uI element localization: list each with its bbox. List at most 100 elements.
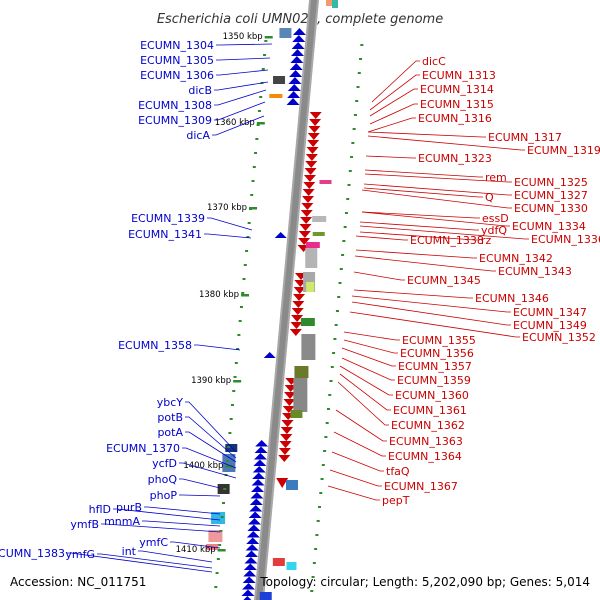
gene-label-ecumn-1363[interactable]: ECUMN_1363 xyxy=(389,435,463,448)
gene-label-ecumn-1325[interactable]: ECUMN_1325 xyxy=(514,176,588,189)
scale-tick-left xyxy=(254,152,258,154)
gene-label-ecumn-1343[interactable]: ECUMN_1343 xyxy=(498,265,572,278)
gene-label-dicc[interactable]: dicC xyxy=(422,55,446,68)
connector-ecumn-1383 xyxy=(67,552,213,573)
gene-label-ecumn-1355[interactable]: ECUMN_1355 xyxy=(402,334,476,347)
gene-label-ecumn-1306[interactable]: ECUMN_1306 xyxy=(140,69,214,82)
gene-label-essd[interactable]: essD xyxy=(482,212,509,225)
connector-ecumn-1313 xyxy=(369,74,420,111)
gene-label-ymfb[interactable]: ymfB xyxy=(70,518,99,531)
reverse-gene-marker xyxy=(300,210,313,217)
gene-label-phoq[interactable]: phoQ xyxy=(148,473,178,486)
gene-label-ecumn-1357[interactable]: ECUMN_1357 xyxy=(398,360,472,373)
forward-gene-marker xyxy=(286,98,300,105)
forward-gene-marker xyxy=(253,453,267,460)
scale-label: 1410 kbp xyxy=(176,545,216,555)
connector-ecumn-1339 xyxy=(207,217,253,231)
gene-label-potb[interactable]: potB xyxy=(157,411,183,424)
scale-tick-left xyxy=(228,432,232,434)
gene-label-ecumn-1352[interactable]: ECUMN_1352 xyxy=(522,331,596,344)
reverse-gene-marker xyxy=(309,119,322,126)
gene-label-ecumn-1323[interactable]: ECUMN_1323 xyxy=(418,152,492,165)
gene-label-ecumn-1319[interactable]: ECUMN_1319 xyxy=(527,144,600,157)
gene-label-ecumn-1370[interactable]: ECUMN_1370 xyxy=(106,442,180,455)
gene-label-ecumn-1317[interactable]: ECUMN_1317 xyxy=(488,131,562,144)
gene-label-ecumn-1345[interactable]: ECUMN_1345 xyxy=(407,274,481,287)
reverse-gene-marker xyxy=(309,112,322,119)
gene-label-ecumn-1346[interactable]: ECUMN_1346 xyxy=(475,292,549,305)
gene-label-ybcy[interactable]: ybcY xyxy=(157,396,184,409)
gene-label-ecumn-1341[interactable]: ECUMN_1341 xyxy=(128,228,202,241)
reverse-gene-marker xyxy=(283,399,296,406)
gene-label-ydfq[interactable]: ydfQ xyxy=(481,224,507,237)
gene-label-ecumn-1309[interactable]: ECUMN_1309 xyxy=(138,114,212,127)
gene-label-pept[interactable]: pepT xyxy=(382,494,410,507)
gene-label-mnma[interactable]: mnmA xyxy=(104,515,140,528)
reverse-gene-marker xyxy=(299,224,312,231)
gene-label-ycfd[interactable]: ycfD xyxy=(152,457,177,470)
gene-label-ecumn-1359[interactable]: ECUMN_1359 xyxy=(397,374,471,387)
gene-label-pota[interactable]: potA xyxy=(157,426,183,439)
gene-label-ecumn-1383[interactable]: ECUMN_1383 xyxy=(0,547,65,560)
reverse-gene-marker xyxy=(290,322,303,329)
gene-label-rz[interactable]: rz xyxy=(481,234,492,247)
gene-label-ecumn-1327[interactable]: ECUMN_1327 xyxy=(514,189,588,202)
gene-label-ymfg[interactable]: ymfG xyxy=(65,548,95,561)
scale-tick-right xyxy=(353,114,357,116)
scale-major-tick xyxy=(264,36,273,39)
gene-label-ecumn-1338[interactable]: ECUMN_1338 xyxy=(410,234,484,247)
gene-label-ecumn-1347[interactable]: ECUMN_1347 xyxy=(513,306,587,319)
gene-label-ecumn-1356[interactable]: ECUMN_1356 xyxy=(400,347,474,360)
reverse-gene-marker xyxy=(276,478,289,488)
gene-label-ecumn-1330[interactable]: ECUMN_1330 xyxy=(514,202,588,215)
gene-block xyxy=(269,94,283,98)
gene-label-rem[interactable]: rem xyxy=(485,171,507,184)
gene-label-dica[interactable]: dicA xyxy=(186,129,210,142)
label-connectors xyxy=(67,43,529,573)
gene-label-ecumn-1364[interactable]: ECUMN_1364 xyxy=(388,450,462,463)
scale-tick-right xyxy=(312,562,316,564)
scale-tick-left xyxy=(247,222,251,224)
gene-label-ecumn-1361[interactable]: ECUMN_1361 xyxy=(393,404,467,417)
gene-label-ecumn-1316[interactable]: ECUMN_1316 xyxy=(418,112,492,125)
gene-label-ecumn-1336[interactable]: ECUMN_1336 xyxy=(531,233,600,246)
forward-gene-marker xyxy=(252,472,266,479)
gene-label-ecumn-1367[interactable]: ECUMN_1367 xyxy=(384,480,458,493)
scale-tick-right xyxy=(326,408,330,410)
gene-label-ecumn-1313[interactable]: ECUMN_1313 xyxy=(422,69,496,82)
gene-block xyxy=(305,242,320,248)
gene-label-ymfc[interactable]: ymfC xyxy=(139,536,168,549)
gene-label-hfld[interactable]: hflD xyxy=(89,503,111,516)
gene-label-ecumn-1304[interactable]: ECUMN_1304 xyxy=(140,39,214,52)
scale-tick-left xyxy=(246,236,250,238)
gene-label-tfaq[interactable]: tfaQ xyxy=(386,465,410,478)
reverse-gene-marker xyxy=(303,182,316,189)
gene-label-ecumn-1315[interactable]: ECUMN_1315 xyxy=(420,98,494,111)
reverse-gene-marker xyxy=(281,420,294,427)
reverse-gene-marker xyxy=(307,133,320,140)
gene-label-ecumn-1362[interactable]: ECUMN_1362 xyxy=(391,419,465,432)
gene-label-ecumn-1308[interactable]: ECUMN_1308 xyxy=(138,99,212,112)
gene-label-ecumn-1339[interactable]: ECUMN_1339 xyxy=(131,212,205,225)
gene-block xyxy=(305,248,318,268)
scale-tick-right xyxy=(338,282,342,284)
scale-tick-left xyxy=(264,40,268,42)
gene-label-dicb[interactable]: dicB xyxy=(188,84,212,97)
gene-label-ecumn-1342[interactable]: ECUMN_1342 xyxy=(479,252,553,265)
connector-ecumn-1323 xyxy=(365,155,416,159)
gene-label-q[interactable]: Q xyxy=(485,191,494,204)
gene-label-ecumn-1334[interactable]: ECUMN_1334 xyxy=(512,220,586,233)
gene-label-phop[interactable]: phoP xyxy=(150,489,178,502)
gene-label-ecumn-1360[interactable]: ECUMN_1360 xyxy=(395,389,469,402)
gene-label-ecumn-1358[interactable]: ECUMN_1358 xyxy=(118,339,192,352)
scale-major-tick xyxy=(241,294,250,297)
gene-label-ecumn-1314[interactable]: ECUMN_1314 xyxy=(420,83,494,96)
scale-tick-left xyxy=(239,306,243,308)
connector-ecumn-1308 xyxy=(214,89,267,106)
gene-label-ecumn-1349[interactable]: ECUMN_1349 xyxy=(513,319,587,332)
gene-block xyxy=(286,480,298,490)
gene-block xyxy=(290,410,303,418)
gene-label-ecumn-1305[interactable]: ECUMN_1305 xyxy=(140,54,214,67)
gene-label-purb[interactable]: purB xyxy=(116,501,142,514)
gene-label-int[interactable]: int xyxy=(122,545,137,558)
